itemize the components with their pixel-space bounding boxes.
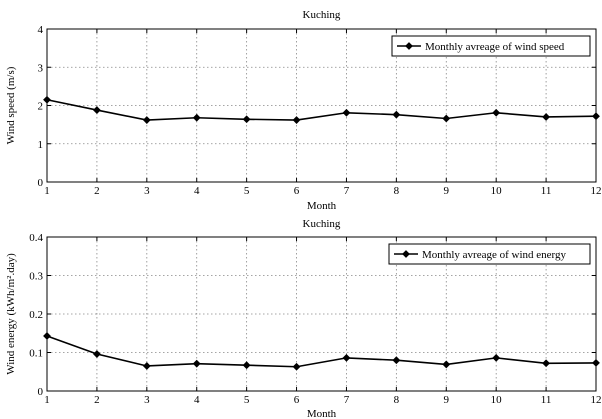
data-point <box>93 350 101 358</box>
y-tick-label: 4 <box>38 24 44 36</box>
data-point <box>242 115 251 124</box>
x-tick-label: 8 <box>394 394 400 406</box>
series-0 <box>43 95 600 124</box>
legend-box <box>391 35 591 57</box>
data-point <box>192 113 201 122</box>
data-point <box>192 359 201 368</box>
data-point <box>43 95 51 104</box>
x-tick-label: 7 <box>344 394 350 406</box>
y-tick-label: 0 <box>38 177 44 189</box>
x-tick-label: 11 <box>541 394 552 406</box>
legend-label: Monthly avreage of wind energy <box>422 249 566 261</box>
x-tick-label: 12 <box>591 185 602 197</box>
legend: Monthly avreage of wind speed <box>391 35 591 57</box>
x-axis-label: Month <box>307 200 337 212</box>
data-point <box>492 108 501 117</box>
data-point <box>93 106 101 114</box>
x-tick-label: 2 <box>94 394 100 406</box>
legend-label: Monthly avreage of wind speed <box>425 41 565 53</box>
data-point <box>542 359 550 368</box>
x-tick-label: 10 <box>491 394 503 406</box>
data-point <box>592 358 600 367</box>
x-tick-label: 9 <box>444 394 450 406</box>
x-tick-label: 4 <box>194 394 200 406</box>
y-tick-label: 0.3 <box>29 271 43 283</box>
y-tick-label: 0 <box>38 386 44 398</box>
legend-marker <box>405 42 413 50</box>
data-point <box>542 113 550 121</box>
x-tick-label: 3 <box>144 394 150 406</box>
series-line <box>46 335 597 368</box>
y-axis-label: Wind speed (m/s) <box>5 66 17 144</box>
x-tick-label: 3 <box>144 185 150 197</box>
data-point <box>142 116 151 124</box>
x-tick-label: 8 <box>394 185 400 197</box>
x-tick-label: 4 <box>194 185 200 197</box>
gridlines <box>46 236 597 392</box>
legend-box <box>388 243 591 265</box>
data-point <box>43 332 51 340</box>
data-point <box>392 110 401 119</box>
data-point <box>442 114 451 123</box>
data-point <box>442 360 451 369</box>
x-axis-label: Month <box>307 408 337 419</box>
x-tick-label: 6 <box>294 185 300 197</box>
chart-title: Kuching <box>303 218 341 230</box>
y-axis-label: Wind energy (kWh/m².day) <box>5 253 17 375</box>
y-tick-label: 0.4 <box>29 232 43 244</box>
x-tick-label: 9 <box>444 185 450 197</box>
x-tick-label: 5 <box>244 185 250 197</box>
data-point <box>292 116 301 124</box>
y-tick-label: 0.1 <box>29 348 43 360</box>
x-tick-label: 11 <box>541 185 552 197</box>
series-0 <box>43 332 600 371</box>
data-point <box>142 362 151 370</box>
data-point <box>342 108 351 117</box>
x-tick-label: 7 <box>344 185 350 197</box>
x-tick-label: 10 <box>491 185 503 197</box>
y-tick-label: 2 <box>38 101 44 113</box>
x-tick-label: 2 <box>94 185 100 197</box>
x-tick-label: 1 <box>44 394 50 406</box>
data-point <box>592 112 600 121</box>
series-line <box>46 98 597 121</box>
y-tick-label: 0.2 <box>29 309 43 321</box>
x-tick-label: 5 <box>244 394 250 406</box>
legend-marker <box>402 250 410 258</box>
data-point <box>492 353 501 362</box>
y-tick-label: 3 <box>38 62 44 74</box>
y-tick-label: 1 <box>38 139 44 151</box>
data-point <box>292 362 301 371</box>
x-tick-label: 1 <box>44 185 50 197</box>
x-tick-label: 12 <box>591 394 602 406</box>
data-point <box>392 356 401 365</box>
data-point <box>242 361 251 370</box>
x-tick-label: 6 <box>294 394 300 406</box>
chart-title: Kuching <box>303 9 341 21</box>
data-point <box>342 353 351 362</box>
legend: Monthly avreage of wind energy <box>388 243 591 265</box>
